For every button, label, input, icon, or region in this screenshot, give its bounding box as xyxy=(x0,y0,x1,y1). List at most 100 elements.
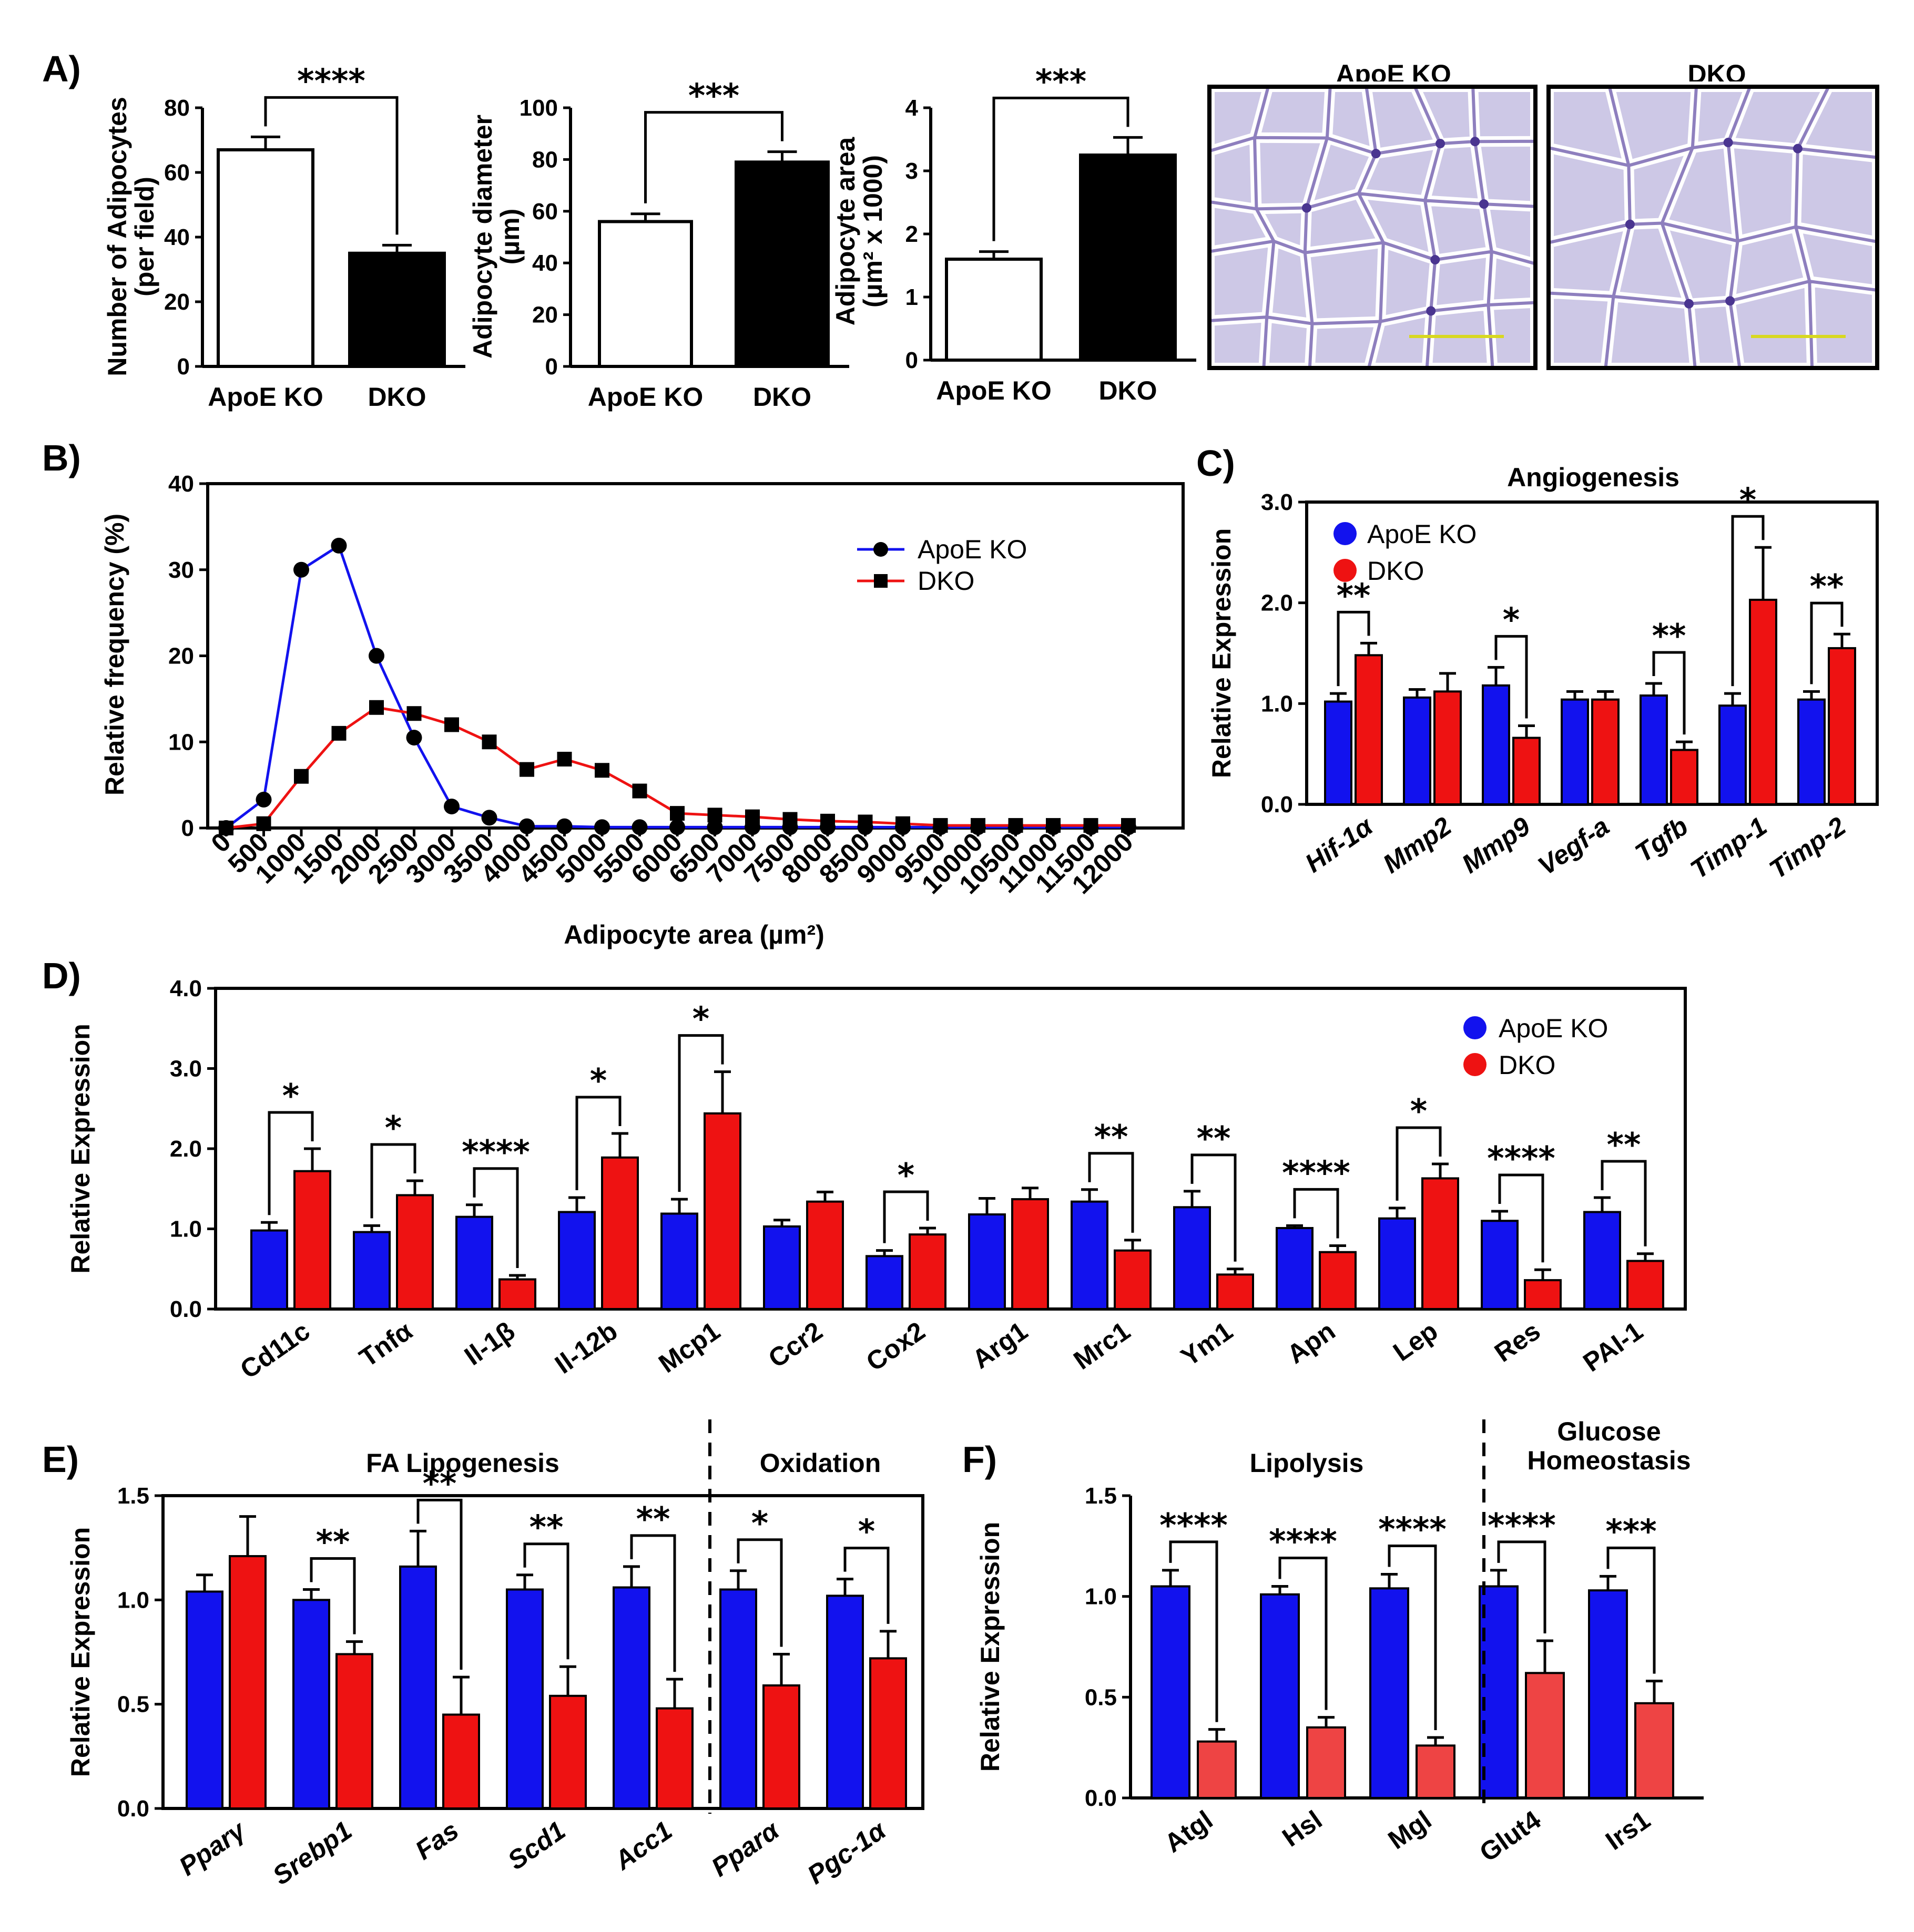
cell-nucleus xyxy=(1725,296,1735,306)
panel-a-adipocyte-diameter-chart: 0 20 40 60 80 100 ApoE KO DKO *** Adipocyte diame… xyxy=(468,77,849,412)
bar-apoe-ko xyxy=(1151,1585,1190,1799)
y-tick-label: 40 xyxy=(164,224,190,250)
bar-apoe-ko xyxy=(1403,696,1431,806)
cell-nucleus xyxy=(1430,255,1440,265)
significance-bracket xyxy=(1388,1545,1437,1730)
bar-dko xyxy=(1828,647,1856,805)
legend-marker xyxy=(1463,1053,1487,1076)
micrograph-frame xyxy=(1207,85,1538,370)
legend-label: DKO xyxy=(1499,1050,1555,1080)
bar-dko xyxy=(806,1200,844,1310)
bar-dko xyxy=(909,1233,946,1311)
significance-bracket xyxy=(1494,635,1528,719)
bar-apoe-ko xyxy=(1481,1220,1519,1310)
y-tick-label: 1.0 xyxy=(1261,691,1293,717)
micrograph-apoe-ko: ApoE KO xyxy=(1204,59,1541,373)
legend-label: DKO xyxy=(918,566,974,596)
panel-label-a: A) xyxy=(42,48,81,89)
cell-nucleus xyxy=(1723,138,1733,148)
significance-bracket xyxy=(883,1190,929,1243)
bar-dko xyxy=(1626,1260,1664,1310)
group-label-lipolysis: Lipolysis xyxy=(1250,1448,1364,1478)
cell-nucleus xyxy=(1371,149,1381,159)
significance-bracket xyxy=(473,1167,519,1268)
bar-dko xyxy=(735,160,830,368)
significance-label: **** xyxy=(462,1133,530,1171)
bar-apoe-ko xyxy=(558,1211,596,1311)
bar-dko xyxy=(498,1278,536,1310)
bar-apoe-ko xyxy=(1482,684,1510,806)
y-axis-label: Relative Expression xyxy=(1207,528,1236,778)
significance-label: ** xyxy=(1094,1118,1128,1156)
bar-dko xyxy=(1749,598,1777,805)
group-label-oxidation: Oxidation xyxy=(760,1448,881,1478)
y-axis-label-line-1: Number of Adipocytes xyxy=(103,97,132,376)
legend-marker xyxy=(1333,559,1357,582)
significance-bracket xyxy=(370,1143,416,1219)
y-tick-label: 1 xyxy=(905,284,918,310)
significance-bracket xyxy=(1169,1540,1218,1722)
y-tick-label: 1.5 xyxy=(117,1483,149,1509)
data-point-dko xyxy=(670,806,685,821)
y-tick-label: 0 xyxy=(181,815,194,841)
bar-apoe-ko xyxy=(1369,1587,1409,1799)
bar-apoe-ko xyxy=(1640,694,1668,805)
bar-apoe-ko xyxy=(1797,698,1826,805)
data-point-apoe-ko xyxy=(256,791,272,807)
data-point-apoe-ko xyxy=(481,810,497,826)
y-tick-label: 0 xyxy=(177,354,190,380)
cell-nucleus xyxy=(1426,306,1436,316)
cell-nucleus xyxy=(1436,139,1445,149)
bar-apoe-ko xyxy=(1071,1200,1108,1310)
panel-label-c: C) xyxy=(1196,443,1235,484)
significance-bracket xyxy=(1396,1126,1442,1201)
significance-bracket xyxy=(264,96,399,235)
significance-label: **** xyxy=(1269,1522,1337,1561)
legend-label: ApoE KO xyxy=(918,535,1027,564)
significance-label: **** xyxy=(1159,1506,1228,1545)
bar-dko xyxy=(1512,737,1541,805)
bar-dko xyxy=(335,1653,373,1810)
x-tick-label: ApoE KO xyxy=(936,376,1051,405)
significance-label: ** xyxy=(530,1508,564,1547)
bar-apoe-ko xyxy=(1561,698,1589,805)
y-axis-label: Relative Expression xyxy=(975,1522,1005,1772)
significance-label: **** xyxy=(297,62,365,100)
data-point-dko xyxy=(707,807,722,823)
bar-apoe-ko xyxy=(353,1231,391,1311)
significance-label: ** xyxy=(636,1500,670,1538)
significance-bracket xyxy=(310,1557,356,1634)
significance-label: ** xyxy=(423,1464,457,1502)
bar-dko xyxy=(442,1713,480,1810)
bar-apoe-ko xyxy=(217,148,314,368)
y-tick-label: 0.0 xyxy=(170,1296,202,1322)
bar-dko xyxy=(1421,1177,1459,1311)
data-point-apoe-ko xyxy=(406,730,422,746)
y-axis-label-line-2: (per field) xyxy=(130,177,159,297)
bar-dko xyxy=(229,1555,267,1810)
y-axis-label: Relative Expression xyxy=(66,1024,95,1273)
significance-label: ** xyxy=(1607,1126,1641,1164)
y-tick-label: 3.0 xyxy=(1261,489,1293,515)
significance-label: **** xyxy=(1282,1153,1350,1192)
cell-nucleus xyxy=(1793,144,1803,154)
y-tick-label: 30 xyxy=(168,557,194,583)
y-tick-label: 0.0 xyxy=(117,1796,149,1822)
significance-label: ** xyxy=(1652,617,1686,655)
cell-nucleus xyxy=(1625,219,1635,229)
data-point-dko xyxy=(595,763,609,778)
x-tick-label: DKO xyxy=(368,382,426,412)
panel-label-f: F) xyxy=(962,1439,997,1480)
micrograph-dko-image xyxy=(1543,81,1882,373)
bar-dko xyxy=(1670,749,1698,805)
y-tick-label: 20 xyxy=(532,302,558,328)
bar-dko xyxy=(762,1684,800,1810)
legend-label: DKO xyxy=(1367,556,1424,586)
legend-marker xyxy=(1333,522,1357,545)
significance-label: *** xyxy=(1605,1512,1656,1550)
bar-dko xyxy=(1433,690,1462,806)
significance-bracket xyxy=(644,111,783,203)
data-point-apoe-ko xyxy=(331,537,347,554)
group-label-homeostasis: Homeostasis xyxy=(1527,1446,1691,1475)
